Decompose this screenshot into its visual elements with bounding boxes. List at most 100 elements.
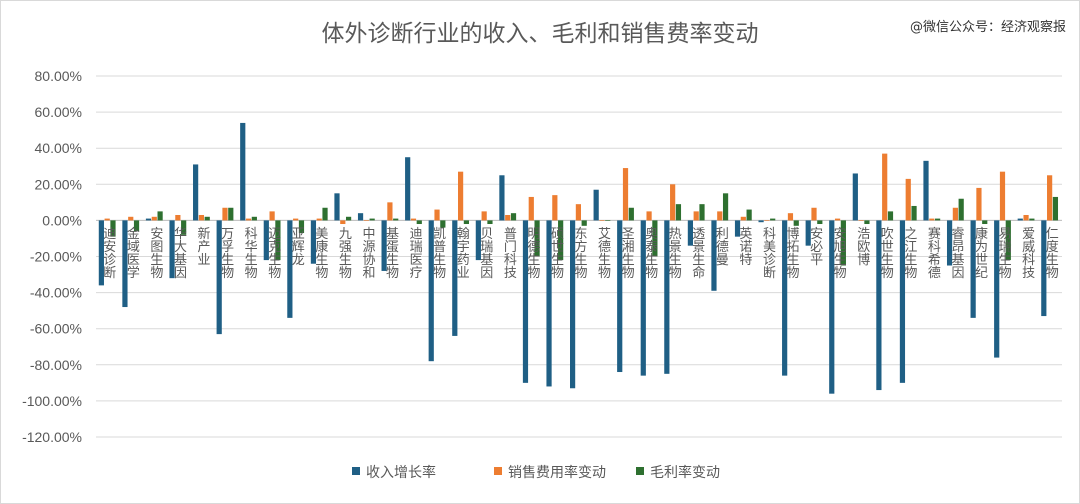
bar bbox=[570, 220, 576, 389]
x-category-label: 普门科技 bbox=[501, 226, 517, 278]
bar bbox=[98, 220, 104, 286]
y-tick-label: -80.00% bbox=[30, 357, 82, 373]
y-tick-label: -120.00% bbox=[22, 429, 82, 445]
bar bbox=[357, 213, 364, 221]
bar bbox=[675, 204, 682, 221]
bar bbox=[110, 220, 116, 237]
bar bbox=[245, 218, 252, 221]
y-tick-label: 60.00% bbox=[35, 104, 82, 120]
legend-label: 收入增长率 bbox=[366, 464, 436, 481]
legend-swatch bbox=[636, 467, 644, 475]
bar bbox=[787, 213, 794, 221]
bar bbox=[693, 211, 699, 221]
x-category-label: 英诺特 bbox=[736, 226, 752, 265]
bar bbox=[882, 153, 888, 221]
bar bbox=[899, 220, 906, 383]
bar bbox=[575, 204, 581, 221]
bar bbox=[811, 207, 817, 221]
x-category-label: 浩欧博 bbox=[854, 226, 870, 265]
x-category-label: 九强生物 bbox=[336, 226, 352, 279]
bar bbox=[475, 220, 481, 261]
bar bbox=[334, 193, 340, 221]
bar bbox=[599, 220, 605, 221]
x-axis-categories: 迪安诊断 金域医学 安图生物 华大基因 新产业 万孚生物 科华生物 迈克生物 亚辉龙 美康生物 九强… bbox=[100, 226, 1058, 280]
x-category-label: 美康生物 bbox=[312, 226, 328, 279]
bar bbox=[952, 207, 958, 221]
bar bbox=[463, 220, 469, 225]
bar bbox=[558, 220, 564, 261]
bar bbox=[1047, 175, 1053, 221]
y-tick-label: 20.00% bbox=[35, 176, 82, 192]
bar bbox=[298, 220, 305, 234]
legend: 收入增长率 销售费用率变动 毛利率变动 bbox=[352, 464, 720, 481]
bar bbox=[805, 220, 811, 246]
bar bbox=[169, 220, 175, 279]
bar bbox=[145, 218, 152, 221]
bar bbox=[510, 213, 517, 221]
bar bbox=[605, 220, 611, 221]
bar bbox=[122, 220, 128, 308]
bar bbox=[664, 220, 670, 374]
x-category-label: 奥泰生物 bbox=[642, 226, 658, 279]
bar bbox=[852, 173, 858, 221]
bar bbox=[275, 220, 281, 261]
bar bbox=[923, 160, 929, 221]
bar bbox=[133, 220, 140, 232]
bar bbox=[740, 216, 746, 221]
bar bbox=[316, 218, 322, 221]
x-category-label: 基蛋生物 bbox=[383, 226, 399, 279]
bar bbox=[175, 214, 181, 221]
bar bbox=[764, 220, 770, 221]
bar bbox=[222, 207, 228, 221]
bar bbox=[458, 171, 464, 221]
bar bbox=[734, 220, 741, 237]
x-category-label: 迪瑞医疗 bbox=[407, 226, 423, 278]
bar bbox=[204, 216, 210, 221]
bar bbox=[970, 220, 976, 318]
bar bbox=[128, 216, 134, 221]
bar bbox=[793, 220, 799, 226]
bar bbox=[552, 195, 558, 221]
x-category-label: 东方生物 bbox=[572, 226, 588, 279]
x-category-label: 翰宇药业 bbox=[454, 226, 470, 278]
bar bbox=[1023, 214, 1029, 221]
x-category-label: 安旭生物 bbox=[831, 226, 847, 279]
x-category-label: 安图生物 bbox=[147, 226, 163, 279]
bar bbox=[935, 218, 941, 221]
x-category-label: 利德曼 bbox=[713, 226, 729, 265]
bar bbox=[1052, 196, 1059, 221]
x-category-label: 硕世生物 bbox=[548, 226, 564, 279]
x-category-label: 安必平 bbox=[807, 226, 823, 265]
x-category-label: 赛科希德 bbox=[925, 226, 941, 279]
bar bbox=[646, 211, 652, 221]
bar bbox=[263, 220, 269, 261]
bar bbox=[746, 209, 752, 221]
bar bbox=[487, 220, 493, 225]
bar bbox=[699, 204, 705, 221]
x-category-label: 金域医学 bbox=[124, 226, 140, 279]
bar bbox=[240, 122, 246, 221]
bar bbox=[905, 178, 911, 221]
x-category-label: 贝瑞基因 bbox=[477, 226, 493, 278]
bar bbox=[652, 220, 658, 257]
bar bbox=[216, 220, 222, 335]
bar bbox=[911, 205, 917, 221]
bar bbox=[958, 198, 964, 221]
bar bbox=[722, 193, 729, 221]
x-category-label: 爱威科技 bbox=[1019, 226, 1035, 278]
x-category-label: 易瑞生物 bbox=[996, 226, 1012, 279]
bar bbox=[1041, 220, 1047, 317]
bar bbox=[617, 220, 623, 373]
bar bbox=[999, 171, 1006, 221]
bar bbox=[405, 157, 411, 221]
bar bbox=[287, 220, 293, 318]
bar bbox=[982, 220, 988, 225]
x-category-label: 亚辉龙 bbox=[289, 226, 305, 266]
bar bbox=[228, 207, 234, 221]
x-category-label: 透景生命 bbox=[689, 226, 705, 278]
bar bbox=[440, 220, 446, 228]
bar bbox=[670, 184, 676, 221]
bar bbox=[157, 211, 163, 221]
bar bbox=[858, 220, 864, 221]
